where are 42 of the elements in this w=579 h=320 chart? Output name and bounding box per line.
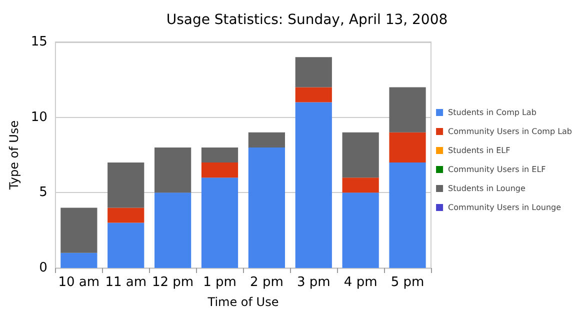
bar xyxy=(201,178,238,268)
bar xyxy=(342,178,379,193)
bar xyxy=(201,147,238,163)
bar xyxy=(201,162,238,178)
bar xyxy=(295,87,332,102)
bar xyxy=(108,208,144,223)
x-tick-label: 11 am xyxy=(105,275,147,290)
x-tick-label: 4 pm xyxy=(344,275,378,290)
bar xyxy=(342,132,379,178)
legend-label: Students in ELF xyxy=(448,146,511,155)
legend-label: Community Users in Comp Lab xyxy=(448,127,572,136)
y-tick-label: 0 xyxy=(39,260,48,276)
y-axis-title: Type of Use xyxy=(7,120,21,191)
y-tick-label: 15 xyxy=(30,34,48,50)
legend-label: Community Users in Lounge xyxy=(448,203,562,212)
bar xyxy=(154,147,192,193)
y-tick-label: 5 xyxy=(39,185,48,200)
bar xyxy=(389,132,426,163)
legend-label: Students in Lounge xyxy=(448,184,526,193)
bar xyxy=(248,147,285,268)
bar xyxy=(389,87,426,132)
x-tick-label: 1 pm xyxy=(203,275,236,290)
legend-label: Community Users in ELF xyxy=(448,165,546,174)
x-tick-label: 3 pm xyxy=(296,275,330,290)
bar xyxy=(389,162,426,268)
bar xyxy=(154,192,192,268)
bar xyxy=(295,57,332,88)
bar xyxy=(108,162,144,208)
bar xyxy=(295,102,332,268)
x-axis-title: Time of Use xyxy=(206,295,279,309)
bar xyxy=(108,222,144,268)
x-tick-label: 5 pm xyxy=(390,275,424,290)
chart-title: Usage Statistics: Sunday, April 13, 2008 xyxy=(166,12,448,28)
bar xyxy=(248,132,285,148)
bar xyxy=(60,208,98,253)
x-tick-label: 12 pm xyxy=(152,275,194,290)
x-tick-label: 10 am xyxy=(58,275,100,290)
y-tick-label: 10 xyxy=(30,110,48,125)
legend-label: Students in Comp Lab xyxy=(448,108,536,117)
bar xyxy=(60,252,98,268)
bar xyxy=(342,192,379,268)
x-tick-label: 2 pm xyxy=(250,275,284,290)
